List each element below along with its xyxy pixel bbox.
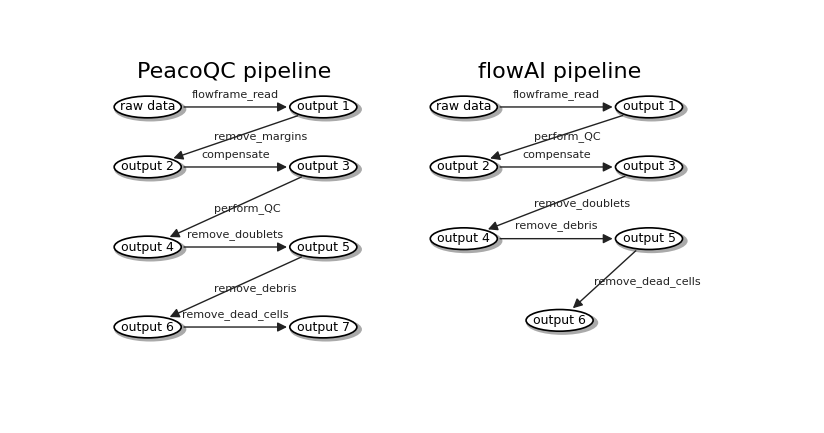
Text: output 3: output 3: [297, 161, 349, 174]
Ellipse shape: [430, 229, 503, 253]
Text: output 4: output 4: [438, 232, 490, 245]
Ellipse shape: [616, 96, 682, 118]
Ellipse shape: [115, 316, 181, 338]
Ellipse shape: [290, 156, 357, 178]
Ellipse shape: [430, 228, 498, 249]
Text: remove_doublets: remove_doublets: [187, 229, 283, 240]
Ellipse shape: [115, 96, 181, 118]
Ellipse shape: [430, 96, 498, 118]
Text: output 5: output 5: [622, 232, 676, 245]
Ellipse shape: [115, 317, 186, 342]
Ellipse shape: [430, 157, 503, 181]
Ellipse shape: [115, 236, 181, 258]
Ellipse shape: [430, 97, 503, 122]
Text: perform_QC: perform_QC: [534, 131, 601, 142]
Text: compensate: compensate: [201, 150, 269, 160]
Text: perform_QC: perform_QC: [214, 203, 281, 214]
Text: remove_dead_cells: remove_dead_cells: [593, 276, 700, 287]
Ellipse shape: [430, 156, 498, 178]
Ellipse shape: [616, 97, 688, 122]
Text: flowAI pipeline: flowAI pipeline: [478, 62, 641, 82]
Ellipse shape: [526, 310, 593, 331]
Ellipse shape: [290, 316, 357, 338]
Text: raw data: raw data: [436, 100, 492, 113]
Ellipse shape: [290, 96, 357, 118]
Ellipse shape: [290, 236, 357, 258]
Ellipse shape: [115, 97, 186, 122]
Text: output 2: output 2: [121, 161, 174, 174]
Text: output 5: output 5: [297, 240, 350, 253]
Ellipse shape: [290, 317, 362, 342]
Text: flowframe_read: flowframe_read: [192, 89, 279, 100]
Text: raw data: raw data: [120, 100, 176, 113]
Text: compensate: compensate: [522, 150, 591, 160]
Text: output 4: output 4: [121, 240, 174, 253]
Ellipse shape: [290, 237, 362, 262]
Ellipse shape: [616, 157, 688, 181]
Text: flowframe_read: flowframe_read: [513, 89, 600, 100]
Text: remove_dead_cells: remove_dead_cells: [182, 309, 289, 320]
Text: remove_doublets: remove_doublets: [534, 198, 630, 209]
Text: remove_debris: remove_debris: [515, 220, 597, 231]
Ellipse shape: [290, 97, 362, 122]
Text: output 1: output 1: [623, 100, 676, 113]
Ellipse shape: [115, 237, 186, 262]
Text: output 6: output 6: [121, 320, 174, 333]
Text: PeacoQC pipeline: PeacoQC pipeline: [137, 62, 331, 82]
Text: output 7: output 7: [297, 320, 350, 333]
Ellipse shape: [526, 310, 598, 335]
Ellipse shape: [290, 157, 362, 181]
Text: output 3: output 3: [623, 161, 676, 174]
Text: output 1: output 1: [297, 100, 349, 113]
Ellipse shape: [115, 156, 181, 178]
Ellipse shape: [616, 156, 682, 178]
Ellipse shape: [616, 228, 682, 249]
Text: remove_debris: remove_debris: [214, 283, 297, 294]
Ellipse shape: [616, 229, 688, 253]
Text: remove_margins: remove_margins: [214, 131, 307, 142]
Text: output 6: output 6: [533, 314, 586, 327]
Text: output 2: output 2: [438, 161, 490, 174]
Ellipse shape: [115, 157, 186, 181]
